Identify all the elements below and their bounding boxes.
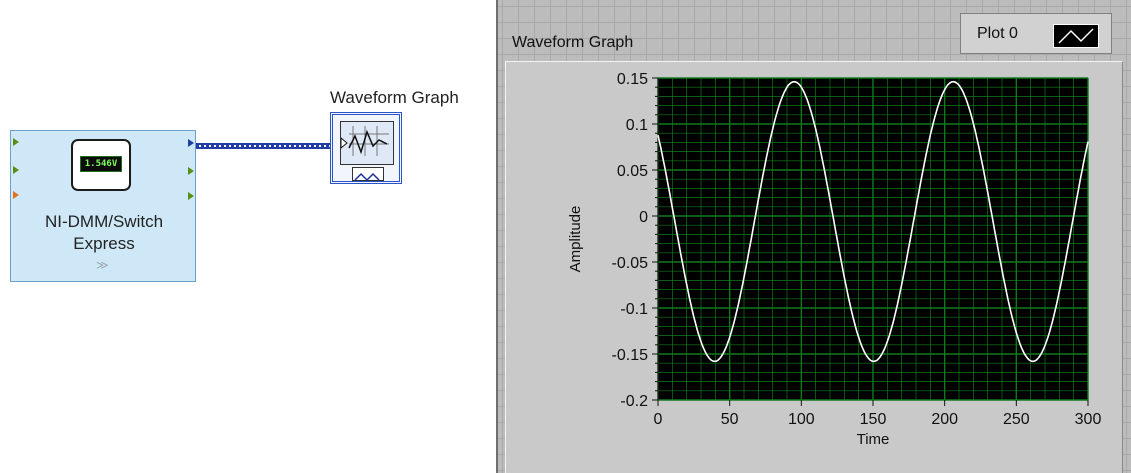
waveform-icon [352, 167, 384, 182]
legend-plot-name: Plot 0 [977, 25, 1018, 42]
plot-legend[interactable]: Plot 0 [960, 13, 1112, 54]
y-tick-label: 0.1 [626, 117, 648, 134]
plot-0-line[interactable] [657, 80, 1089, 363]
graph-label[interactable]: Waveform Graph [512, 34, 634, 51]
y-tick-label: 0.05 [617, 163, 648, 180]
output-terminal[interactable] [188, 192, 194, 200]
panel-divider [496, 0, 498, 473]
x-tick-label: 150 [860, 411, 887, 428]
y-tick-label: 0 [639, 209, 648, 226]
y-tick-label: 0.15 [617, 71, 648, 88]
dmm-reading: 1.546V [80, 156, 122, 172]
x-tick-label: 100 [788, 411, 815, 428]
x-tick-label: 250 [1003, 411, 1030, 428]
block-diagram: 1.546V NI-DMM/Switch Express ≫ Waveform … [0, 0, 496, 473]
vi-title-line1: NI-DMM/Switch [44, 212, 164, 231]
y-tick-label: -0.1 [620, 301, 648, 318]
y-tick-label: -0.15 [612, 347, 649, 364]
x-tick-label: 200 [931, 411, 958, 428]
x-tick-label: 300 [1075, 411, 1102, 428]
vi-title-line2: Express [73, 234, 135, 253]
waveform-wire[interactable] [196, 143, 334, 149]
x-axis-label: Time [857, 431, 890, 448]
expand-arrow-icon[interactable]: ≫ [96, 258, 109, 272]
graph-terminal-label: Waveform Graph [330, 88, 459, 107]
x-tick-label: 0 [654, 411, 663, 428]
data-output-terminal[interactable] [188, 139, 194, 147]
error-in-terminal[interactable] [13, 191, 19, 199]
graph-icon [340, 121, 394, 165]
plot-line-swatch-icon[interactable] [1053, 24, 1099, 48]
waveform-plot: 0 50 100 150 200 250 300 0.15 0.1 0.05 0 -0.05 -0.1 -… [567, 71, 1102, 448]
x-tick-label: 50 [721, 411, 739, 428]
multimeter-icon: 1.546V [71, 139, 131, 191]
input-terminal[interactable] [13, 166, 19, 174]
y-tick-label: -0.05 [612, 255, 649, 272]
output-terminal[interactable] [188, 167, 194, 175]
waveform-graph-terminal[interactable] [330, 112, 402, 184]
input-terminal[interactable] [13, 138, 19, 146]
ni-dmm-switch-express-vi[interactable]: 1.546V NI-DMM/Switch Express ≫ [10, 130, 196, 282]
y-axis-label: Amplitude [567, 206, 584, 273]
y-tick-label: -0.2 [620, 393, 648, 410]
